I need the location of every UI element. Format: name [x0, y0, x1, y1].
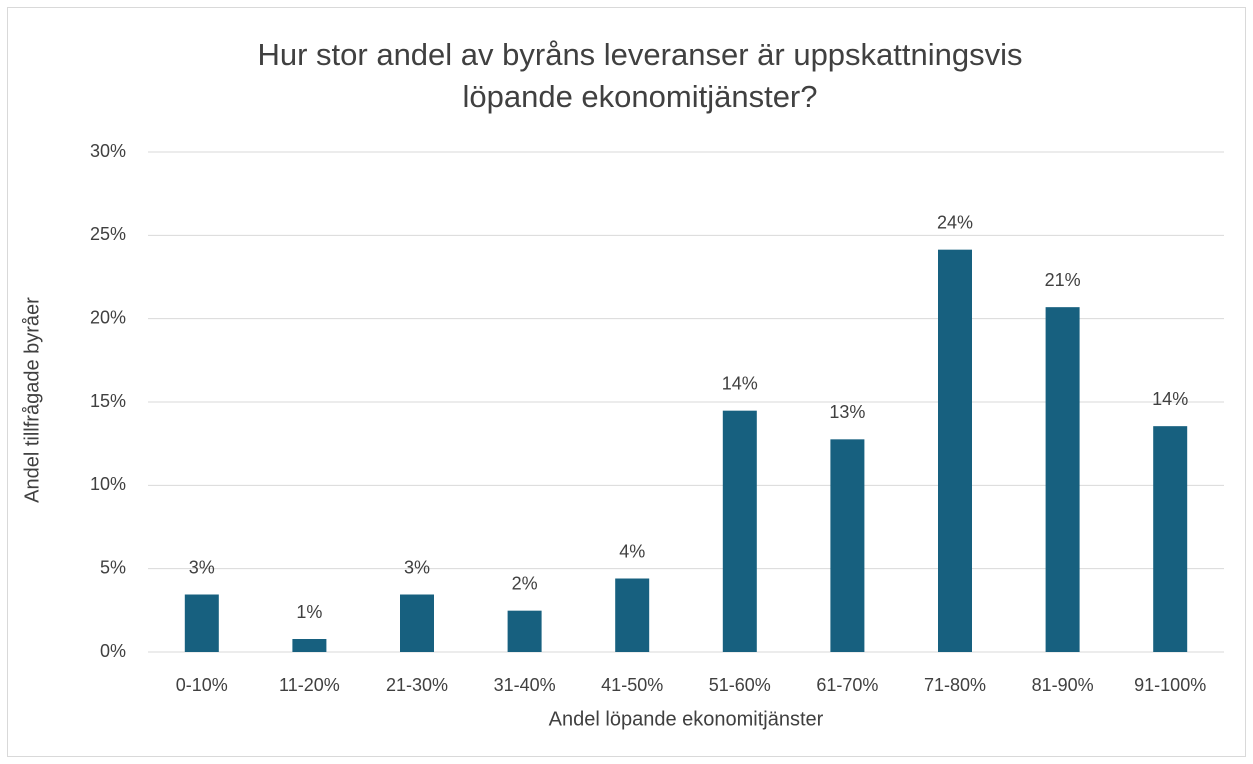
bar	[507, 610, 542, 652]
data-label: 13%	[829, 402, 865, 422]
data-label: 3%	[404, 557, 430, 577]
y-tick-label: 25%	[90, 224, 126, 244]
y-tick-label: 10%	[90, 474, 126, 494]
x-tick-label: 31-40%	[494, 675, 556, 695]
data-label: 14%	[1152, 389, 1188, 409]
y-tick-label: 15%	[90, 391, 126, 411]
bar	[292, 639, 327, 652]
x-tick-label: 91-100%	[1134, 675, 1206, 695]
x-tick-label: 61-70%	[816, 675, 878, 695]
y-tick-label: 5%	[100, 557, 126, 577]
x-axis-label: Andel löpande ekonomitjänster	[549, 708, 824, 730]
data-label: 24%	[937, 212, 973, 232]
data-label: 3%	[189, 557, 215, 577]
bar	[615, 578, 650, 652]
bar	[1153, 426, 1188, 652]
y-tick-label: 20%	[90, 307, 126, 327]
chart-title: löpande ekonomitjänster?	[462, 79, 817, 114]
bar	[938, 249, 972, 652]
chart-title: Hur stor andel av byråns leveranser är u…	[257, 37, 1022, 72]
bar	[830, 439, 865, 652]
x-tick-label: 0-10%	[176, 675, 228, 695]
x-tick-label: 21-30%	[386, 675, 448, 695]
bar	[722, 410, 757, 652]
data-label: 2%	[512, 573, 538, 593]
x-tick-label: 11-20%	[279, 675, 340, 695]
x-tick-label: 41-50%	[601, 675, 663, 695]
x-tick-label: 51-60%	[709, 675, 771, 695]
bar	[400, 594, 434, 652]
y-tick-label: 30%	[90, 141, 126, 161]
bar	[184, 594, 219, 652]
y-axis-label: Andel tillfrågade byråer	[21, 297, 43, 503]
data-label: 1%	[296, 602, 322, 622]
data-label: 21%	[1045, 270, 1081, 290]
x-tick-label: 81-90%	[1032, 675, 1094, 695]
data-label: 14%	[722, 373, 758, 393]
data-label: 4%	[619, 541, 645, 561]
y-tick-label: 0%	[100, 641, 126, 661]
bar	[1045, 307, 1080, 652]
x-tick-label: 71-80%	[924, 675, 986, 695]
